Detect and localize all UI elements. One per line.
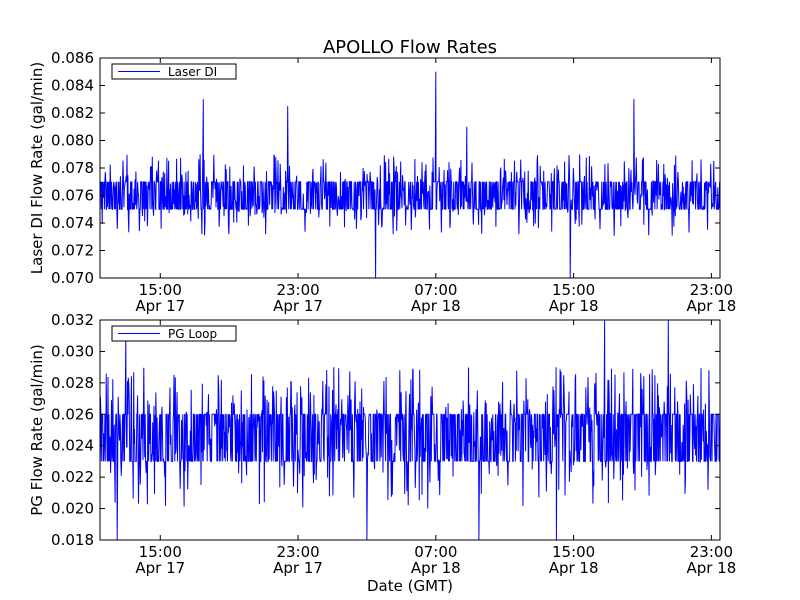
x-tick-time-label: 15:00 (552, 543, 595, 561)
x-tick-date-label: Apr 17 (273, 297, 323, 315)
y-tick-label: 0.022 (51, 468, 94, 486)
plot-frame (99, 57, 721, 279)
y-tick-label: 0.076 (51, 187, 94, 205)
y-tick-label: 0.024 (51, 437, 94, 455)
y-tick-label: 0.020 (51, 500, 94, 518)
y-tick-label: 0.084 (51, 77, 94, 95)
x-tick-time-label: 15:00 (552, 281, 595, 299)
x-tick-time-label: 15:00 (139, 281, 182, 299)
series-line-laser-di (100, 71, 720, 278)
plot-frame (99, 319, 721, 541)
laser-di-panel: 0.070 0.072 0.074 0.076 0.078 0.080 0.082 0.084… (28, 49, 736, 315)
y-tick-label: 0.078 (51, 159, 94, 177)
x-tick-time-label: 23:00 (276, 543, 319, 561)
x-tick-time-label: 07:00 (414, 543, 457, 561)
legend-label: PG Loop (168, 327, 217, 341)
y-tick-label: 0.026 (51, 405, 94, 423)
legend: PG Loop (111, 325, 237, 342)
x-tick-date-label: Apr 18 (411, 559, 461, 577)
y-axis-label: Laser DI Flow Rate (gal/min) (28, 62, 46, 274)
y-tick-label: 0.070 (51, 269, 94, 287)
x-tick-date-label: Apr 18 (686, 559, 736, 577)
x-tick-date-label: Apr 18 (686, 297, 736, 315)
x-tick-time-label: 23:00 (276, 281, 319, 299)
x-axis-label: Date (GMT) (367, 577, 453, 595)
x-tick-date-label: Apr 17 (135, 559, 185, 577)
y-tick-label: 0.074 (51, 214, 94, 232)
chart-title: APOLLO Flow Rates (323, 37, 497, 58)
pg-loop-panel: 0.018 0.020 0.022 0.024 0.026 0.028 0.030 0.032… (28, 311, 736, 577)
series-line-pg-loop (100, 320, 720, 540)
y-tick-label: 0.030 (51, 342, 94, 360)
y-tick-label: 0.028 (51, 374, 94, 392)
x-tick-date-label: Apr 18 (549, 559, 599, 577)
x-tick-time-label: 23:00 (690, 543, 733, 561)
y-tick-label: 0.018 (51, 531, 94, 549)
legend-box (111, 63, 237, 80)
x-tick-time-label: 07:00 (414, 281, 457, 299)
x-tick-time-label: 15:00 (139, 543, 182, 561)
legend-label: Laser DI (168, 65, 217, 79)
x-tick-date-label: Apr 18 (411, 297, 461, 315)
y-tick-label: 0.086 (51, 49, 94, 67)
x-tick-date-label: Apr 17 (135, 297, 185, 315)
x-tick-date-label: Apr 17 (273, 559, 323, 577)
y-axis-label: PG Flow Rate (gal/min) (28, 344, 46, 516)
legend: Laser DI (111, 63, 237, 80)
x-tick-date-label: Apr 18 (549, 297, 599, 315)
y-tick-label: 0.032 (51, 311, 94, 329)
y-tick-label: 0.072 (51, 242, 94, 260)
y-tick-label: 0.080 (51, 132, 94, 150)
y-tick-label: 0.082 (51, 104, 94, 122)
legend-box (111, 325, 237, 342)
x-tick-time-label: 23:00 (690, 281, 733, 299)
